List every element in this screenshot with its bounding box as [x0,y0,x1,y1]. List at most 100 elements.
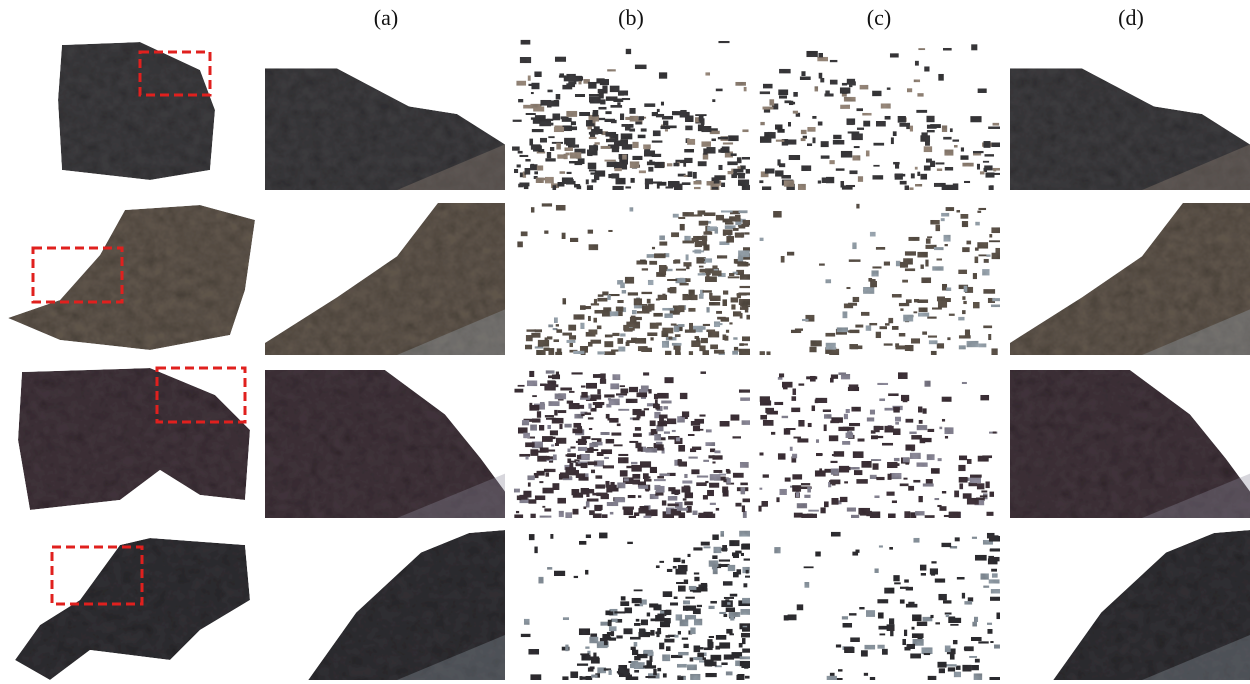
point-patch [892,500,897,503]
point-patch [992,253,1000,260]
point-patch [742,336,750,341]
point-patch [741,633,750,638]
point-patch [517,164,521,167]
point-patch [842,441,850,445]
point-patch [697,259,705,261]
point-patch [634,589,643,591]
point-patch [847,507,856,511]
point-patch [851,407,861,412]
point-patch [975,222,980,226]
point-patch [559,474,563,480]
point-patch [587,185,593,190]
point-patch [693,181,701,185]
point-patch [866,325,872,331]
point-patch [898,116,906,123]
point-patch [836,644,842,647]
point-patch [634,662,645,669]
point-patch [627,542,633,545]
point-patch [983,289,995,294]
point-patch [830,421,839,424]
point-patch [634,670,639,673]
point-patch [942,125,948,132]
point-patch [683,498,687,501]
point-patch [518,427,528,433]
point-patch [595,506,602,511]
point-patch [648,167,653,172]
point-patch [931,573,935,576]
point-patch [959,335,971,338]
point-patch [588,163,597,170]
point-patch [552,185,556,190]
point-patch [906,604,918,608]
point-patch [852,552,858,556]
point-patch [521,634,531,638]
point-patch [534,171,538,174]
point-patch [709,302,720,306]
point-patch [609,626,617,631]
point-patch [792,474,802,479]
point-patch [820,78,824,83]
point-patch [574,144,579,147]
point-patch [605,111,612,114]
point-patch [844,97,856,102]
point-patch [742,505,745,512]
point-patch [604,636,611,640]
point-patch [620,388,628,393]
point-patch [514,514,523,518]
point-patch [634,656,641,661]
point-patch [714,321,720,327]
point-patch [678,586,686,592]
point-patch [699,414,705,416]
point-patch [633,417,640,420]
point-patch [530,164,538,170]
point-patch [954,145,958,148]
point-patch [562,676,568,680]
point-patch [636,392,647,397]
point-patch [597,298,607,302]
point-patch [674,635,678,638]
point-patch [719,642,730,649]
point-patch [676,582,684,584]
point-patch [877,383,888,385]
point-patch [950,624,959,626]
point-patch [659,235,665,240]
point-patch [977,242,988,249]
point-patch [689,351,693,355]
point-patch [685,126,693,131]
point-patch [827,676,837,680]
point-patch [759,488,762,490]
point-patch [765,168,775,173]
point-patch [775,170,784,176]
point-patch [959,477,968,483]
point-patch [697,653,704,658]
point-patch [694,419,704,424]
point-patch [989,579,1000,583]
point-patch [657,109,660,112]
point-patch [871,435,878,439]
point-patch [587,498,599,501]
point-patch [594,142,599,145]
page: (a) (b) (c) (d) (() => { const data = JS… [0,0,1250,684]
point-patch [908,486,914,491]
point-patch [532,395,537,397]
point-patch [922,331,927,335]
point-patch [699,221,709,226]
point-patch [516,81,526,86]
point-patch [673,163,678,167]
point-patch [701,583,708,588]
point-patch [964,286,968,292]
point-patch [978,641,989,643]
point-patch [659,643,664,650]
point-patch [960,155,968,160]
point-patch [531,207,535,213]
point-patch [602,514,608,518]
point-patch [610,105,622,108]
point-patch [701,141,711,147]
point-patch [526,329,535,332]
point-patch [946,207,955,211]
point-patch [588,329,597,334]
point-patch [599,118,605,121]
point-patch [654,162,664,168]
point-patch [627,509,633,515]
point-patch [544,469,556,473]
